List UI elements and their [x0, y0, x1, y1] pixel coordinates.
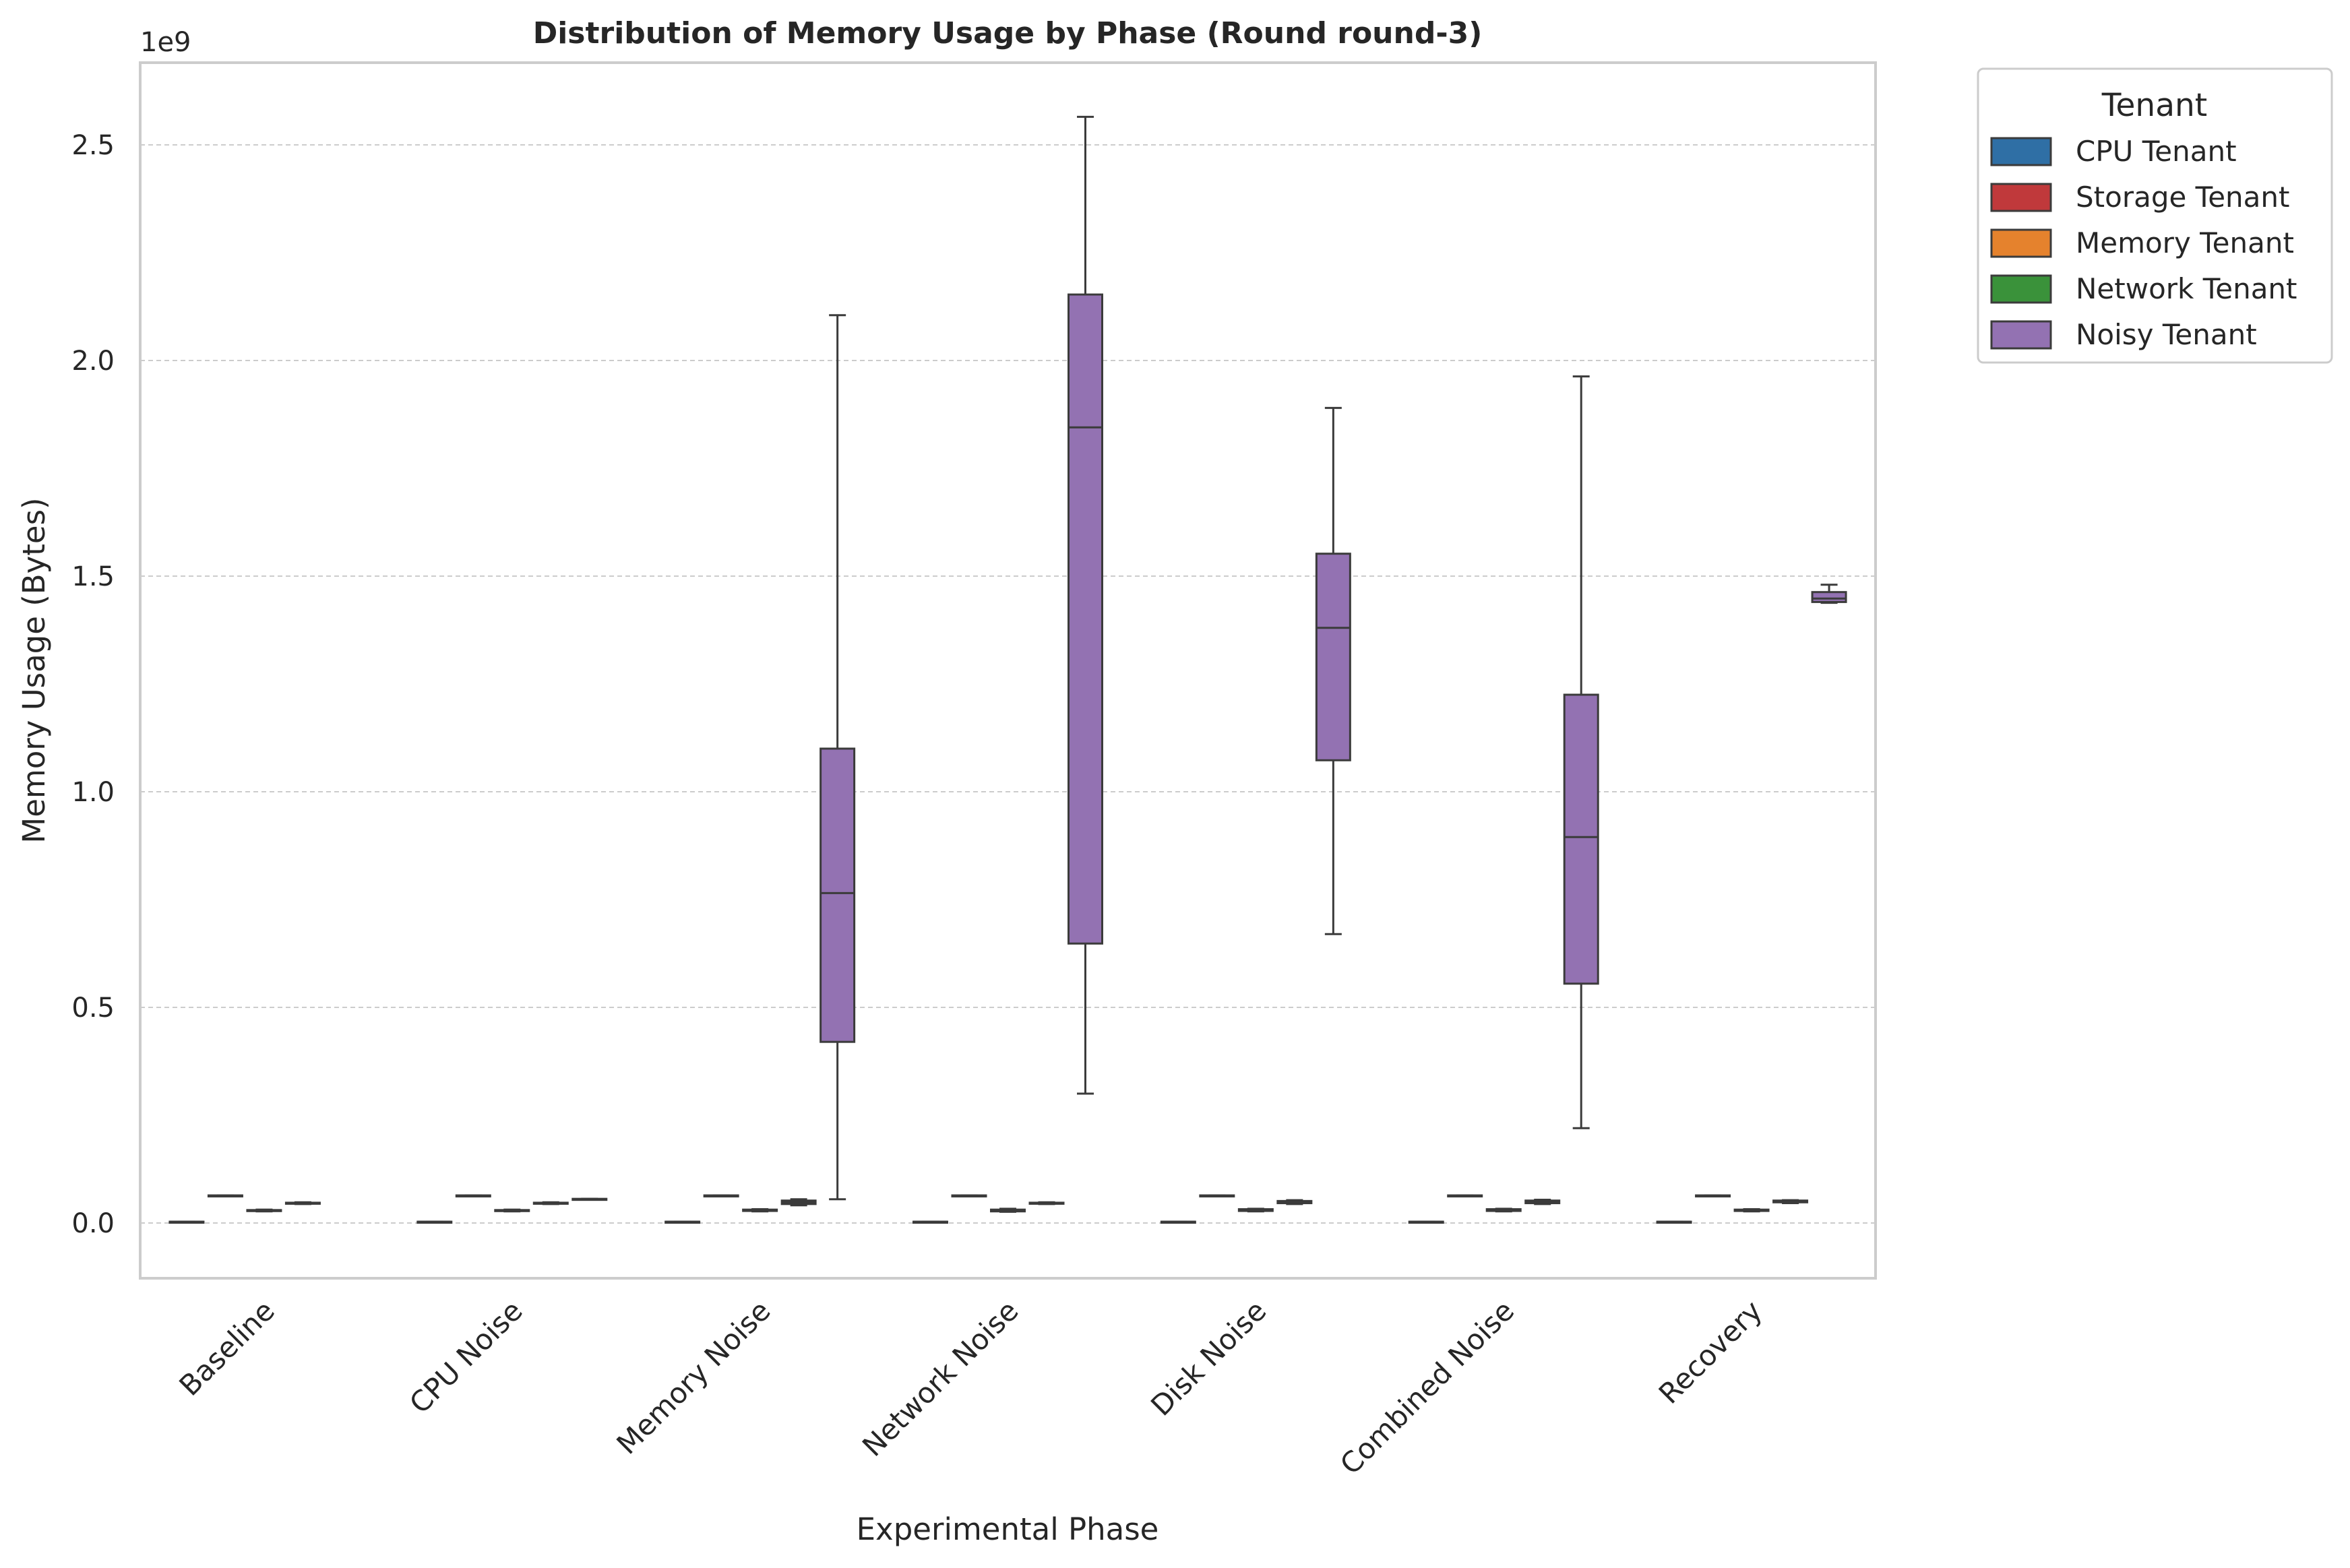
box-noisy-tenant — [571, 1197, 608, 1201]
x-tick-label: Network Noise — [856, 1294, 1024, 1462]
box-storage-tenant — [455, 1194, 491, 1198]
box-network-tenant — [1028, 1201, 1065, 1205]
box-memory-tenant — [990, 1208, 1026, 1213]
box-cpu-tenant — [416, 1220, 453, 1224]
iqr-box — [1315, 553, 1351, 761]
box-cpu-tenant — [1408, 1220, 1444, 1224]
y-tick-label: 0.5 — [71, 993, 115, 1024]
legend-swatch — [1990, 183, 2052, 212]
legend-swatch — [1990, 228, 2052, 258]
y-tick-label: 2.5 — [71, 130, 115, 161]
iqr-box — [1068, 293, 1103, 945]
legend-swatch — [1990, 320, 2052, 350]
box-network-tenant — [1276, 1199, 1313, 1205]
box-storage-tenant — [1695, 1194, 1731, 1198]
box-storage-tenant — [703, 1194, 739, 1198]
box-noisy-tenant — [1315, 406, 1351, 935]
legend: Tenant CPU Tenant Storage Tenant Memory Te… — [1977, 67, 2333, 364]
x-tick-labels: Baseline CPU Noise Memory Noise Network Noi… — [173, 1294, 1768, 1480]
legend-label: Network Tenant — [2076, 272, 2297, 305]
box-memory-tenant — [494, 1208, 530, 1213]
box-storage-tenant — [1447, 1194, 1483, 1198]
box-noisy-tenant — [820, 314, 856, 1201]
box-memory-tenant — [1237, 1208, 1274, 1213]
box-layer — [168, 115, 1847, 1224]
y-tick-label: 2.0 — [71, 346, 115, 377]
plot-frame — [139, 61, 1877, 1280]
legend-swatch — [1990, 137, 2052, 166]
box-cpu-tenant — [168, 1220, 205, 1224]
legend-label: Storage Tenant — [2076, 181, 2289, 214]
y-tick-label: 0.0 — [71, 1208, 115, 1239]
box-network-tenant — [532, 1201, 569, 1205]
x-tick-label: Disk Noise — [1144, 1294, 1272, 1422]
y-tick-labels: 0.0 0.5 1.0 1.5 2.0 2.5 — [71, 130, 115, 1239]
y-offset-label: 1e9 — [140, 27, 191, 58]
legend-frame — [1977, 67, 2333, 364]
box-memory-tenant — [742, 1208, 778, 1213]
box-memory-tenant — [246, 1208, 282, 1213]
iqr-box — [1563, 693, 1599, 985]
chart-title: Distribution of Memory Usage by Phase (R… — [533, 16, 1483, 51]
legend-label: Noisy Tenant — [2076, 318, 2257, 351]
legend-label: CPU Tenant — [2076, 135, 2237, 168]
legend-swatch — [1990, 274, 2052, 304]
x-tick-label: Memory Noise — [610, 1294, 776, 1460]
box-network-tenant — [780, 1198, 817, 1207]
x-tick-label: CPU Noise — [403, 1294, 529, 1420]
box-cpu-tenant — [664, 1220, 701, 1224]
x-axis-label: Experimental Phase — [857, 1511, 1159, 1547]
iqr-box — [1811, 591, 1847, 603]
box-network-tenant — [1524, 1198, 1561, 1205]
x-tick-label: Baseline — [173, 1294, 281, 1402]
box-storage-tenant — [1199, 1194, 1235, 1198]
box-noisy-tenant — [1563, 375, 1599, 1129]
box-cpu-tenant — [1656, 1220, 1692, 1224]
box-storage-tenant — [207, 1194, 243, 1198]
box-noisy-tenant — [1068, 115, 1103, 1095]
x-tick-label: Combined Noise — [1334, 1294, 1520, 1480]
y-tick-label: 1.0 — [71, 777, 115, 808]
box-noisy-tenant — [1811, 584, 1847, 604]
box-memory-tenant — [1485, 1208, 1522, 1213]
legend-label: Memory Tenant — [2076, 226, 2294, 259]
box-network-tenant — [284, 1201, 321, 1205]
iqr-box — [820, 747, 856, 1043]
box-cpu-tenant — [1160, 1220, 1196, 1224]
box-memory-tenant — [1733, 1208, 1770, 1213]
grid-layer — [140, 144, 1876, 1224]
x-tick-label: Recovery — [1652, 1294, 1768, 1410]
box-cpu-tenant — [913, 1220, 948, 1224]
legend-items: CPU Tenant Storage Tenant Memory Tenant Net… — [1990, 135, 2297, 351]
box-network-tenant — [1772, 1199, 1809, 1205]
box-storage-tenant — [951, 1194, 987, 1198]
y-axis-label: Memory Usage (Bytes) — [16, 497, 52, 843]
legend-title: Tenant — [2101, 87, 2207, 124]
y-tick-label: 1.5 — [71, 561, 115, 592]
